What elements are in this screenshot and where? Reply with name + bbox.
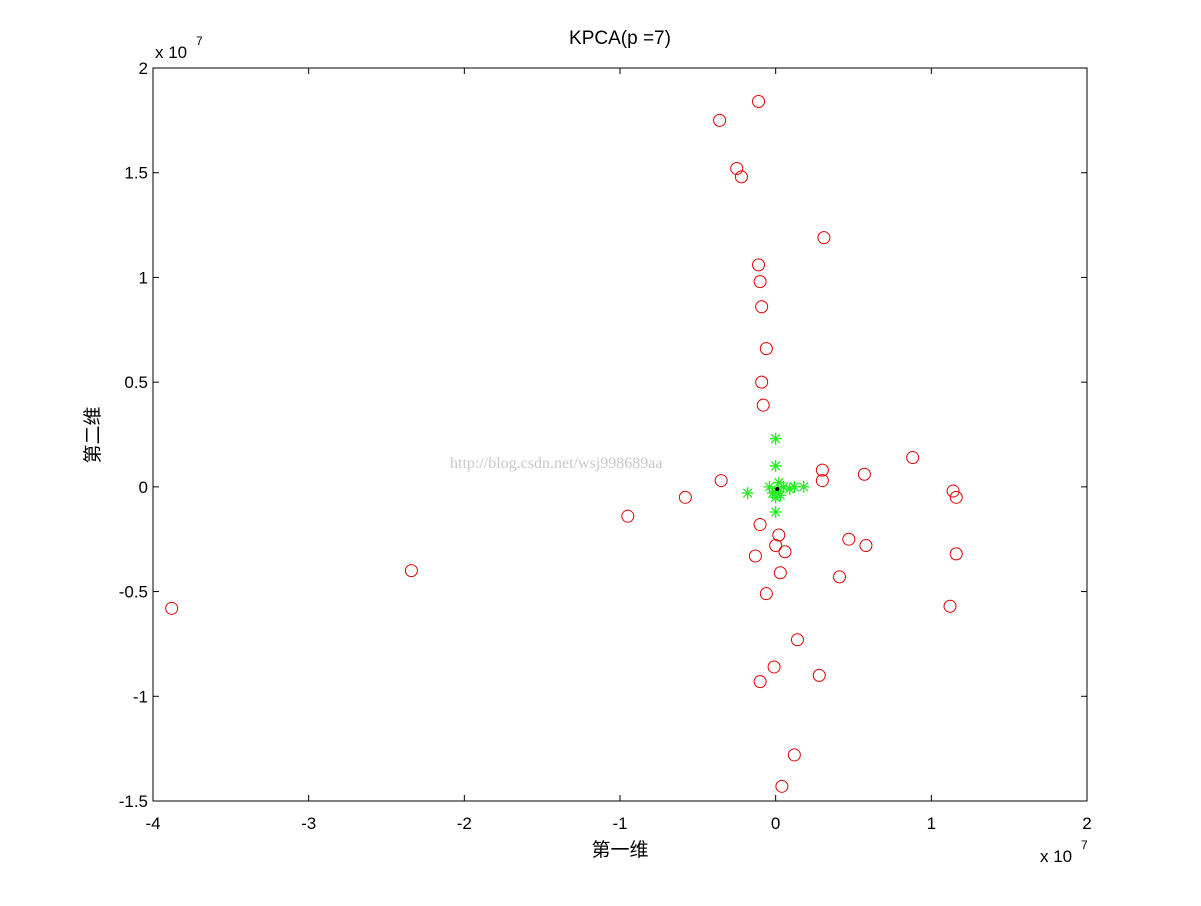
point (949, 547, 963, 561)
point (772, 476, 785, 489)
point (769, 432, 782, 445)
point (790, 633, 804, 647)
point (730, 162, 744, 176)
point (404, 564, 418, 578)
point (777, 480, 790, 493)
point (772, 528, 786, 542)
x-tick-label: 2 (1082, 814, 1091, 833)
point (842, 532, 856, 546)
point (753, 675, 767, 689)
x-exponent: 7 (1081, 838, 1088, 852)
point (812, 668, 826, 682)
y-tick-label: -1.5 (119, 792, 148, 811)
y-tick-label: 0.5 (124, 373, 148, 392)
point (759, 342, 773, 356)
point (815, 463, 829, 477)
point (832, 570, 846, 584)
point (771, 485, 784, 498)
point (756, 398, 770, 412)
point (797, 480, 810, 493)
y-axis-label: 第二维 (82, 406, 104, 463)
point (165, 601, 179, 615)
point (752, 95, 766, 109)
point (763, 480, 776, 493)
y-tick-label: -0.5 (119, 583, 148, 602)
watermark: http://blog.csdn.net/wsj998689aa (450, 455, 662, 472)
x-tick-label: -1 (612, 814, 627, 833)
point (766, 487, 779, 500)
y-multiplier: x 10 (155, 43, 187, 62)
plot-box (152, 67, 1088, 802)
point (788, 480, 801, 493)
point (678, 490, 692, 504)
point (752, 258, 766, 272)
point (769, 459, 782, 472)
point (775, 779, 789, 793)
point (755, 300, 769, 314)
point (769, 491, 782, 504)
y-tick-label: 0 (139, 478, 148, 497)
y-exponent: 7 (196, 34, 203, 48)
point (859, 538, 873, 552)
point (734, 170, 748, 184)
point (753, 275, 767, 289)
point (943, 599, 957, 613)
point (741, 487, 754, 500)
y-tick-label: 2 (139, 59, 148, 78)
x-tick-label: -3 (301, 814, 316, 833)
point (714, 474, 728, 488)
point (753, 518, 767, 532)
x-tick-label: -2 (457, 814, 472, 833)
x-multiplier: x 10 (1040, 847, 1072, 866)
x-tick-label: 0 (771, 814, 780, 833)
y-tick-label: 1.5 (124, 164, 148, 183)
point (946, 484, 960, 498)
x-tick-label: 1 (927, 814, 936, 833)
point (773, 566, 787, 580)
x-axis-label: 第一维 (591, 839, 648, 861)
point (755, 375, 769, 389)
y-tick-label: -1 (133, 687, 148, 706)
point (857, 467, 871, 481)
point (783, 482, 796, 495)
point (906, 451, 920, 465)
point (774, 489, 787, 502)
point (949, 490, 963, 504)
point (775, 486, 780, 491)
point (767, 660, 781, 674)
point (621, 509, 635, 523)
point (817, 231, 831, 245)
point (769, 505, 782, 518)
chart-title: KPCA(p =7) (569, 28, 671, 49)
x-tick-label: -4 (145, 814, 160, 833)
point (778, 545, 792, 559)
y-tick-label: 1 (139, 268, 148, 287)
point (759, 587, 773, 601)
point (713, 113, 727, 127)
point (815, 474, 829, 488)
point (787, 748, 801, 762)
point (748, 549, 762, 563)
point (769, 538, 783, 552)
